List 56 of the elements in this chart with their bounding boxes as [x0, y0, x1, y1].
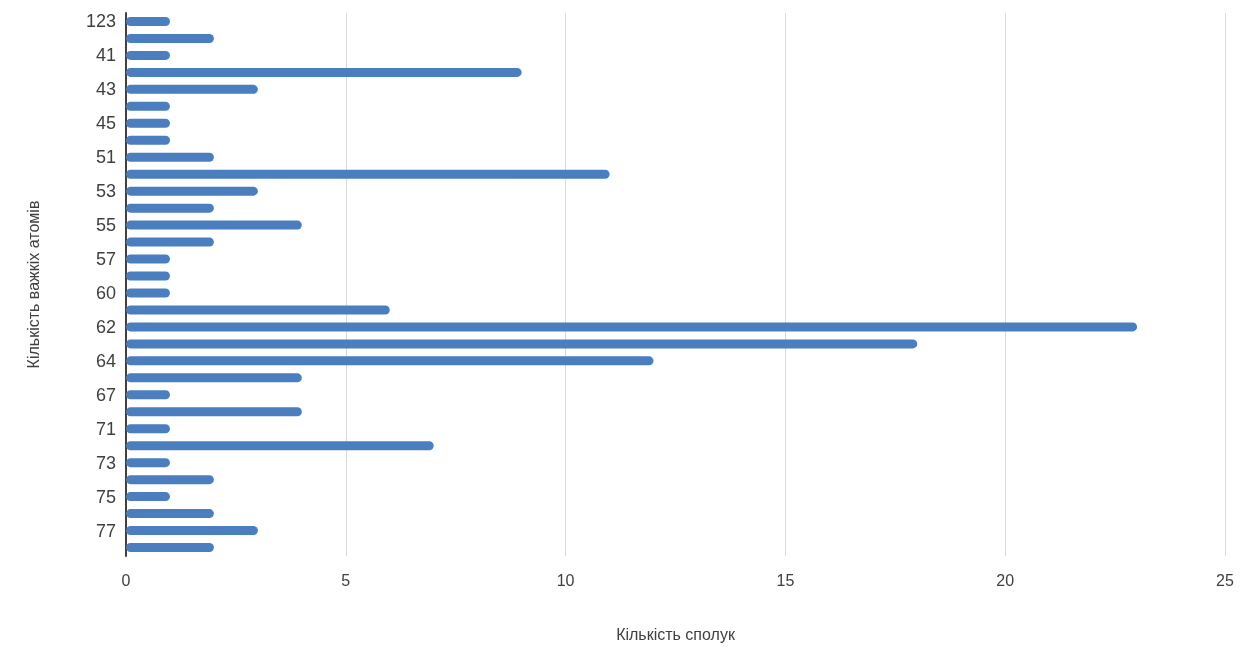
bar [126, 186, 258, 196]
y-tick-label: 53 [95, 181, 116, 202]
y-tick-label: 75 [95, 486, 116, 507]
y-tick-label: 73 [95, 452, 116, 473]
bar [126, 152, 214, 162]
y-tick-label: 41 [95, 45, 116, 66]
bar [126, 373, 302, 383]
bar [126, 169, 610, 179]
y-axis-title: Кількість важкіх атомів [24, 200, 42, 369]
bar [126, 543, 214, 553]
bar [126, 50, 170, 60]
bar [126, 390, 170, 400]
y-tick-label: 51 [95, 147, 116, 168]
y-tick-label: 123 [85, 11, 116, 32]
bar [126, 135, 170, 145]
bar [126, 356, 654, 366]
y-tick-label: 60 [95, 282, 116, 303]
x-tick-label: 10 [556, 571, 575, 589]
bar [126, 254, 170, 264]
bar [126, 424, 170, 434]
y-tick-label: 62 [95, 316, 116, 337]
y-tick-label: 71 [95, 418, 116, 439]
bar [126, 271, 170, 281]
y-tick-label: 67 [95, 384, 116, 405]
bar [126, 84, 258, 94]
bar [126, 33, 214, 43]
x-tick-label: 0 [121, 571, 131, 589]
bar [126, 441, 434, 451]
y-tick-label: 45 [95, 113, 116, 134]
x-tick-label: 25 [1216, 571, 1234, 589]
bar [126, 16, 170, 26]
bar [126, 407, 302, 417]
bar [126, 237, 214, 247]
bar [126, 526, 258, 536]
bar [126, 288, 170, 298]
bar [126, 220, 302, 230]
y-tick-label: 43 [95, 79, 116, 100]
bar [126, 509, 214, 519]
bar [126, 118, 170, 128]
bar [126, 203, 214, 213]
bar [126, 322, 1138, 332]
x-tick-label: 20 [996, 571, 1015, 589]
y-tick-label: 57 [95, 249, 116, 270]
x-axis-title: Кількість сполук [616, 625, 736, 643]
bar [126, 101, 170, 111]
bar [126, 305, 390, 315]
bar [126, 492, 170, 502]
y-tick-label: 77 [95, 520, 116, 541]
y-tick-label: 55 [95, 215, 116, 236]
bar [126, 339, 918, 349]
x-tick-label: 5 [341, 571, 351, 589]
y-tick-label: 64 [95, 350, 116, 371]
x-tick-label: 15 [776, 571, 795, 589]
bar [126, 458, 170, 468]
bar [126, 475, 214, 485]
bar [126, 67, 522, 77]
